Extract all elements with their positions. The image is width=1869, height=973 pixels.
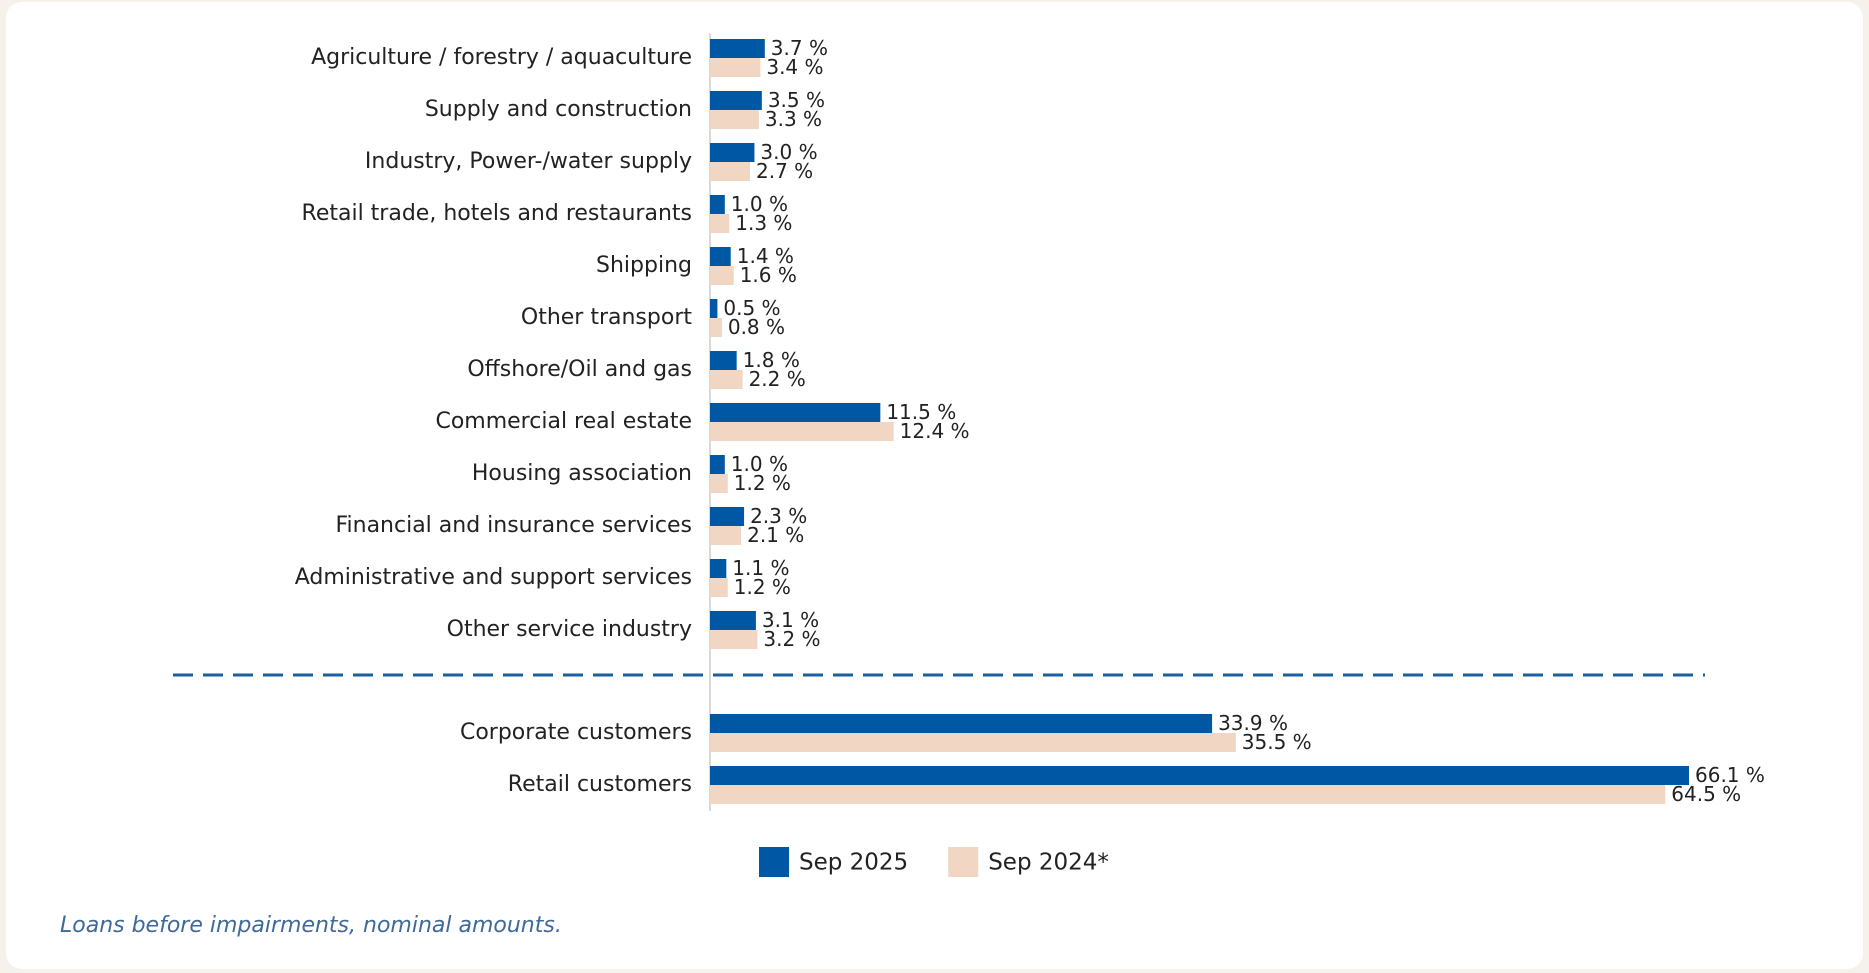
value-label: 3.7 % (771, 36, 828, 60)
category-label: Financial and insurance services (335, 513, 692, 538)
bar (710, 559, 727, 578)
category-label: Supply and construction (425, 97, 692, 122)
value-label: 2.7 % (756, 159, 813, 183)
legend-label: Sep 2025 (799, 850, 908, 876)
bar (710, 422, 894, 441)
value-label: 3.5 % (768, 88, 825, 112)
bar (710, 91, 762, 110)
category-label: Industry, Power-/water supply (365, 149, 692, 174)
category-label: Other service industry (447, 617, 692, 642)
value-label: 1.0 % (731, 192, 788, 216)
bar (710, 39, 765, 58)
value-label: 11.5 % (886, 400, 956, 424)
bar (710, 214, 730, 233)
bar (710, 507, 745, 526)
bar (710, 195, 725, 214)
bar (710, 351, 737, 370)
legend-label: Sep 2024* (988, 850, 1109, 876)
value-label: 2.3 % (750, 504, 807, 528)
value-label: 2.2 % (749, 367, 806, 391)
bar (710, 162, 750, 181)
bar (710, 247, 731, 266)
category-label: Retail trade, hotels and restaurants (302, 201, 692, 226)
value-label: 3.3 % (765, 107, 822, 131)
card (6, 2, 1863, 969)
bar (710, 526, 742, 545)
bar (710, 714, 1213, 733)
bar (710, 766, 1689, 785)
value-label: 3.2 % (763, 627, 820, 651)
value-label: 12.4 % (900, 419, 970, 443)
value-label: 3.4 % (766, 55, 823, 79)
value-label: 0.8 % (728, 315, 785, 339)
value-label: 1.8 % (743, 348, 800, 372)
value-label: 2.1 % (747, 523, 804, 547)
bar (710, 299, 718, 318)
value-label: 1.1 % (732, 556, 789, 580)
category-label: Housing association (472, 461, 692, 486)
bar (710, 578, 728, 597)
value-label: 3.0 % (760, 140, 817, 164)
category-label: Offshore/Oil and gas (467, 357, 692, 382)
category-label: Retail customers (508, 772, 692, 797)
value-label: 1.4 % (737, 244, 794, 268)
bar (710, 110, 759, 129)
value-label: 0.5 % (723, 296, 780, 320)
bar (710, 266, 734, 285)
value-label: 1.2 % (734, 575, 791, 599)
category-label: Agriculture / forestry / aquaculture (311, 45, 692, 70)
bar (710, 370, 743, 389)
category-label: Other transport (521, 305, 692, 330)
bar (710, 733, 1236, 752)
value-label: 1.3 % (735, 211, 792, 235)
bar (710, 455, 725, 474)
bar (710, 403, 881, 422)
value-label: 64.5 % (1671, 782, 1741, 806)
bar (710, 474, 728, 493)
category-label: Administrative and support services (295, 565, 692, 590)
category-label: Corporate customers (460, 720, 692, 745)
category-label: Shipping (596, 253, 692, 278)
value-label: 33.9 % (1218, 711, 1288, 735)
bar (710, 785, 1666, 804)
value-label: 3.1 % (762, 608, 819, 632)
value-label: 1.0 % (731, 452, 788, 476)
category-label: Commercial real estate (435, 409, 692, 434)
bar (710, 630, 758, 649)
bar (710, 58, 761, 77)
bar (710, 143, 755, 162)
footnote: Loans before impairments, nominal amount… (60, 913, 562, 938)
bar (710, 318, 722, 337)
legend-swatch (759, 847, 789, 877)
legend-swatch (948, 847, 979, 877)
value-label: 35.5 % (1242, 730, 1312, 754)
bar (710, 611, 756, 630)
value-label: 1.6 % (740, 263, 797, 287)
value-label: 66.1 % (1695, 763, 1765, 787)
value-label: 1.2 % (734, 471, 791, 495)
